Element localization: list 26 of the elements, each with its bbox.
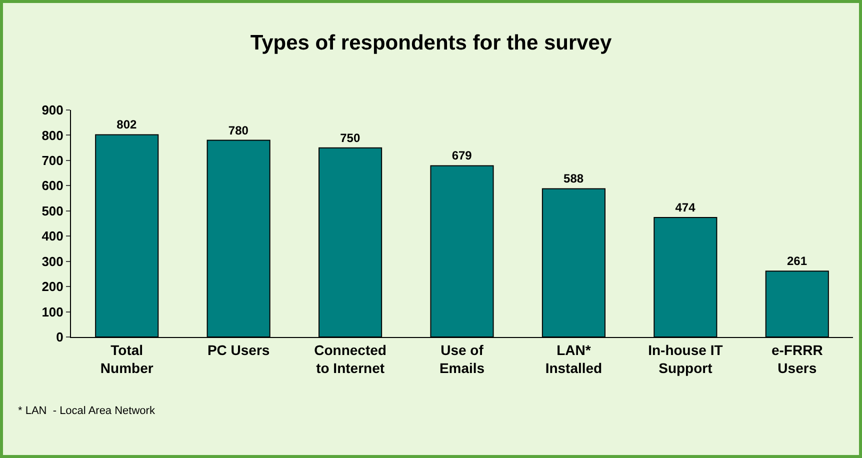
y-tick-label: 500 [42,203,64,218]
text: * LAN - Local Area Network [18,405,156,417]
data-label: 474 [675,200,696,214]
y-tick-label: 800 [42,128,64,143]
data-label: 780 [228,123,249,138]
data-label: 802 [116,118,138,132]
x-tick-label: In-house IT Support [648,342,724,376]
y-tick-label: 0 [56,330,64,345]
y-tick-label: 200 [42,279,64,294]
y-tick-label: 700 [42,152,64,168]
y-tick-label: 100 [42,304,64,320]
data-label: 750 [340,130,360,145]
x-tick-label: e-FRRR Users [771,342,823,376]
x-tick-label: Use of Emails [439,342,485,376]
x-tick-label: Connected to Internet [314,342,386,376]
x-tick-label: Total Number [100,342,154,376]
data-label: 261 [786,254,808,268]
y-tick-label: 900 [42,102,64,118]
data-label: 679 [452,148,472,163]
y-tick-label: 400 [42,228,64,244]
data-label: 588 [564,172,584,186]
y-tick-label: 600 [42,178,64,194]
y-tick-label: 300 [42,254,64,269]
x-tick-label: LAN* Installed [545,342,602,376]
x-tick-label: PC Users [207,342,270,358]
chart-title: Types of respondents for the survey [250,31,612,54]
